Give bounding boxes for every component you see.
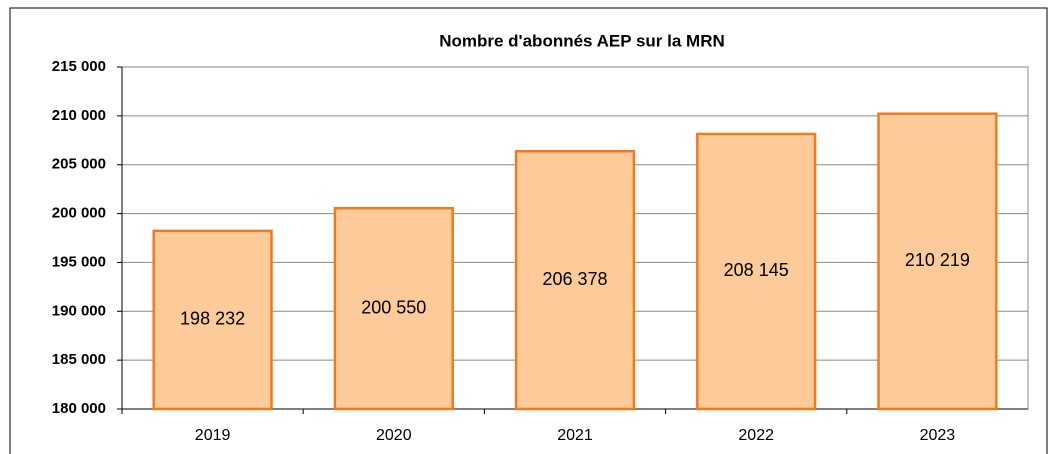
value-label: 200 550 <box>361 297 426 317</box>
value-label: 210 219 <box>905 250 970 270</box>
y-tick-label: 205 000 <box>52 156 106 173</box>
bar <box>152 229 273 411</box>
x-tick-label: 2020 <box>376 427 412 444</box>
y-tick-label: 180 000 <box>52 400 106 417</box>
bar <box>333 206 454 411</box>
value-label: 206 378 <box>542 269 607 289</box>
bar <box>514 149 636 411</box>
value-label: 198 232 <box>180 309 245 329</box>
y-tick-label: 195 000 <box>52 253 106 270</box>
bar <box>877 112 998 411</box>
bar <box>696 132 817 411</box>
y-tick-label: 185 000 <box>52 351 106 368</box>
y-tick-label: 200 000 <box>52 205 106 222</box>
chart-title: Nombre d'abonnés AEP sur la MRN <box>439 31 725 50</box>
y-tick-label: 190 000 <box>52 302 106 319</box>
x-tick-label: 2021 <box>557 427 593 444</box>
y-tick-label: 215 000 <box>52 58 106 75</box>
chart-border <box>9 7 1048 454</box>
x-tick-label: 2022 <box>738 427 774 444</box>
y-tick-label: 210 000 <box>52 107 106 124</box>
x-tick-label: 2023 <box>920 427 956 444</box>
x-tick-label: 2019 <box>195 427 231 444</box>
value-label: 208 145 <box>724 260 789 280</box>
